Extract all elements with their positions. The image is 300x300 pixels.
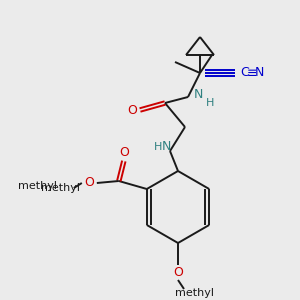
Text: N: N [161,140,171,154]
Text: N: N [255,67,264,80]
Text: O: O [127,103,137,116]
Text: ≡: ≡ [247,67,257,80]
Text: methyl: methyl [18,181,57,191]
Text: O: O [84,176,94,190]
Text: methyl: methyl [175,288,214,298]
Text: O: O [173,266,183,280]
Text: H: H [206,98,214,108]
Text: O: O [119,146,129,158]
Text: C: C [240,67,249,80]
Text: H: H [154,142,162,152]
Text: N: N [194,88,203,101]
Text: methyl: methyl [41,183,80,193]
